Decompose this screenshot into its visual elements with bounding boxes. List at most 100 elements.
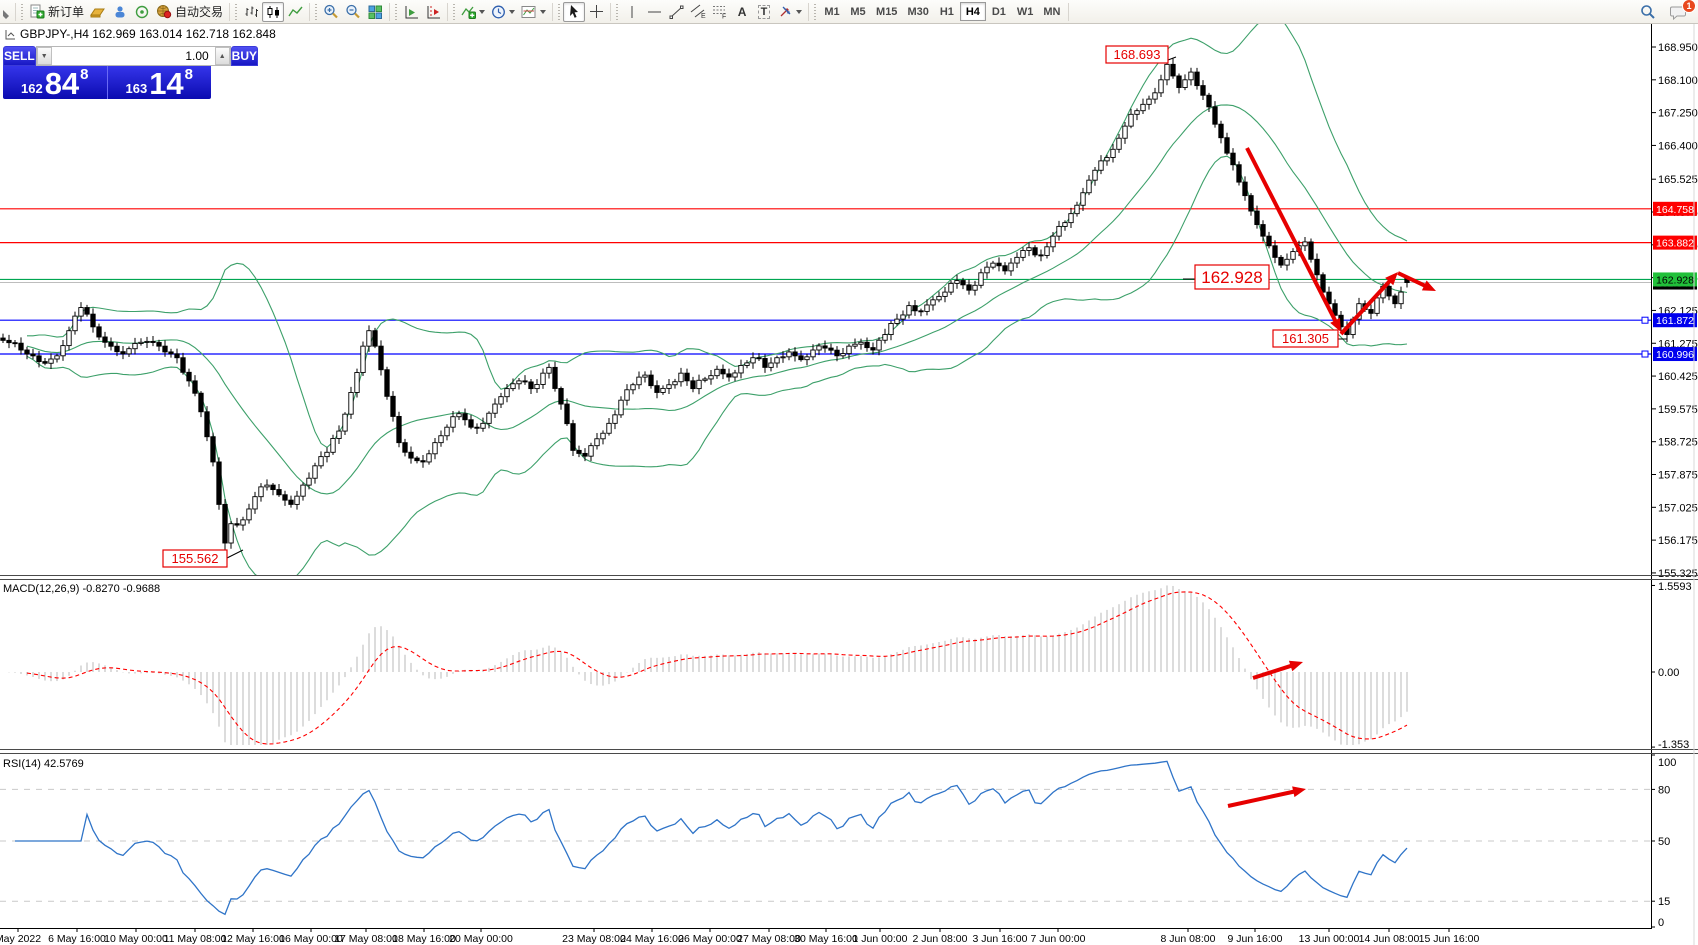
- candle-body: [1110, 148, 1116, 158]
- main-toolbar: 新订单 自动交易: [0, 0, 1698, 24]
- periods-button[interactable]: [488, 2, 518, 22]
- tab-timeframe-m5[interactable]: M5: [850, 5, 866, 18]
- new-order-button[interactable]: 新订单: [26, 2, 87, 22]
- toolbar-grip[interactable]: [615, 3, 621, 20]
- sell-button[interactable]: SELL: [3, 46, 36, 66]
- price-annotation-box[interactable]: [1105, 45, 1169, 64]
- candle-body: [1056, 225, 1062, 237]
- buy-price[interactable]: 163 14 8: [108, 66, 212, 99]
- candle-body: [1266, 235, 1272, 247]
- autotrading-button[interactable]: 自动交易: [153, 2, 226, 22]
- toolbar-grip[interactable]: [20, 3, 25, 20]
- templates-button[interactable]: [518, 2, 549, 22]
- volume-decrease-button[interactable]: ▼: [36, 47, 52, 65]
- price-level-badge: [1653, 347, 1697, 362]
- indicators-button[interactable]: [458, 2, 488, 22]
- candle-body: [396, 415, 402, 444]
- buy-button[interactable]: BUY: [230, 46, 259, 66]
- candle-body: [924, 304, 930, 312]
- price-tick-label: 156.175: [1658, 535, 1698, 547]
- tile-windows-button[interactable]: [364, 2, 386, 22]
- candle-body: [60, 345, 66, 357]
- notifications-button[interactable]: 1: [1667, 0, 1696, 22]
- candle-body: [564, 403, 570, 425]
- tab-timeframe-d1[interactable]: D1: [991, 5, 1006, 18]
- candle-body: [1284, 258, 1290, 266]
- sell-price[interactable]: 162 84 8: [3, 66, 107, 99]
- candlestick-chart-button[interactable]: [262, 1, 285, 22]
- trend-arrow[interactable]: [1227, 789, 1297, 808]
- candle-body: [282, 494, 288, 501]
- zoom-in-button[interactable]: [320, 2, 342, 22]
- chart-shift-button[interactable]: [422, 2, 444, 22]
- trend-arrow[interactable]: [1245, 147, 1339, 325]
- hline-handle[interactable]: [1641, 350, 1649, 358]
- vertical-line-button[interactable]: [621, 2, 643, 22]
- time-tick-label: 2 Jun 08:00: [913, 933, 968, 945]
- candle-body: [708, 375, 714, 380]
- market-watch-button[interactable]: [87, 2, 109, 22]
- svg-text:E: E: [701, 13, 706, 19]
- channel-button[interactable]: E: [687, 2, 709, 22]
- candle-body: [804, 356, 810, 361]
- signal-button[interactable]: [131, 2, 153, 22]
- chart-canvas[interactable]: 168.950168.100167.250166.400165.525164.6…: [0, 24, 1698, 945]
- clipped-toolbar-button[interactable]: [0, 2, 12, 22]
- toolbar-grip[interactable]: [452, 3, 458, 20]
- candle-body: [618, 399, 624, 416]
- annotations: 168.693 155.562 162.928 161.305: [162, 45, 1436, 808]
- horizontal-line-button[interactable]: [643, 2, 665, 22]
- candle-body: [468, 419, 474, 428]
- text-label-button[interactable]: T: [753, 2, 775, 22]
- trend-arrow[interactable]: [1397, 271, 1428, 289]
- price-annotation-box[interactable]: [1194, 264, 1270, 290]
- trend-arrow[interactable]: [1339, 278, 1393, 336]
- candle-body: [660, 387, 666, 393]
- candle-body: [960, 280, 966, 286]
- cursor-icon: [570, 5, 579, 18]
- arrow-objects-button[interactable]: [775, 2, 805, 22]
- trend-arrow[interactable]: [1252, 663, 1295, 680]
- tab-timeframe-m1[interactable]: M1: [824, 5, 840, 18]
- hline-handle[interactable]: [1641, 316, 1649, 324]
- candle-body: [408, 451, 414, 459]
- zoom-out-button[interactable]: [342, 2, 364, 22]
- tab-timeframe-mn[interactable]: MN: [1043, 5, 1061, 18]
- fibonacci-button[interactable]: F: [709, 2, 731, 22]
- macd-tick-label: 1.5593: [1658, 581, 1692, 593]
- candle-body: [864, 341, 870, 349]
- toolbar-grip[interactable]: [557, 3, 563, 20]
- toolbar-grip[interactable]: [394, 3, 400, 20]
- candle-body: [516, 380, 522, 385]
- toolbar-grip[interactable]: [234, 3, 240, 20]
- candle-body: [1188, 71, 1194, 81]
- cursor-button[interactable]: [563, 1, 586, 22]
- candle-body: [12, 342, 18, 345]
- crosshair-button[interactable]: [585, 2, 607, 22]
- text-button[interactable]: A: [731, 2, 753, 22]
- toolbar-grip[interactable]: [813, 3, 819, 20]
- tab-timeframe-h4[interactable]: H4: [959, 2, 986, 21]
- auto-scroll-button[interactable]: [400, 2, 422, 22]
- navigator-button[interactable]: [109, 2, 131, 22]
- search-button[interactable]: [1637, 2, 1659, 22]
- tab-timeframe-m15[interactable]: M15: [876, 5, 898, 18]
- candle-body: [1122, 125, 1128, 139]
- tab-timeframe-h1[interactable]: H1: [939, 5, 954, 18]
- price-annotation-box[interactable]: [162, 549, 228, 568]
- vertical-line-icon: [631, 5, 633, 18]
- candle-body: [1068, 213, 1074, 224]
- tab-timeframe-w1[interactable]: W1: [1016, 5, 1034, 18]
- volume-increase-button[interactable]: ▲: [214, 47, 230, 65]
- tab-timeframe-m30[interactable]: M30: [907, 5, 929, 18]
- price-annotation-box[interactable]: [1272, 329, 1339, 348]
- toolbar-grip[interactable]: [314, 3, 320, 20]
- candles: [0, 56, 1410, 564]
- candle-body: [240, 519, 246, 526]
- price-level-badge-label: 164.758: [1656, 204, 1694, 216]
- bar-chart-button[interactable]: [240, 2, 262, 22]
- volume-input[interactable]: [51, 47, 215, 65]
- candle-body: [474, 426, 480, 429]
- trendline-button[interactable]: [665, 2, 687, 22]
- line-chart-button[interactable]: [284, 2, 306, 22]
